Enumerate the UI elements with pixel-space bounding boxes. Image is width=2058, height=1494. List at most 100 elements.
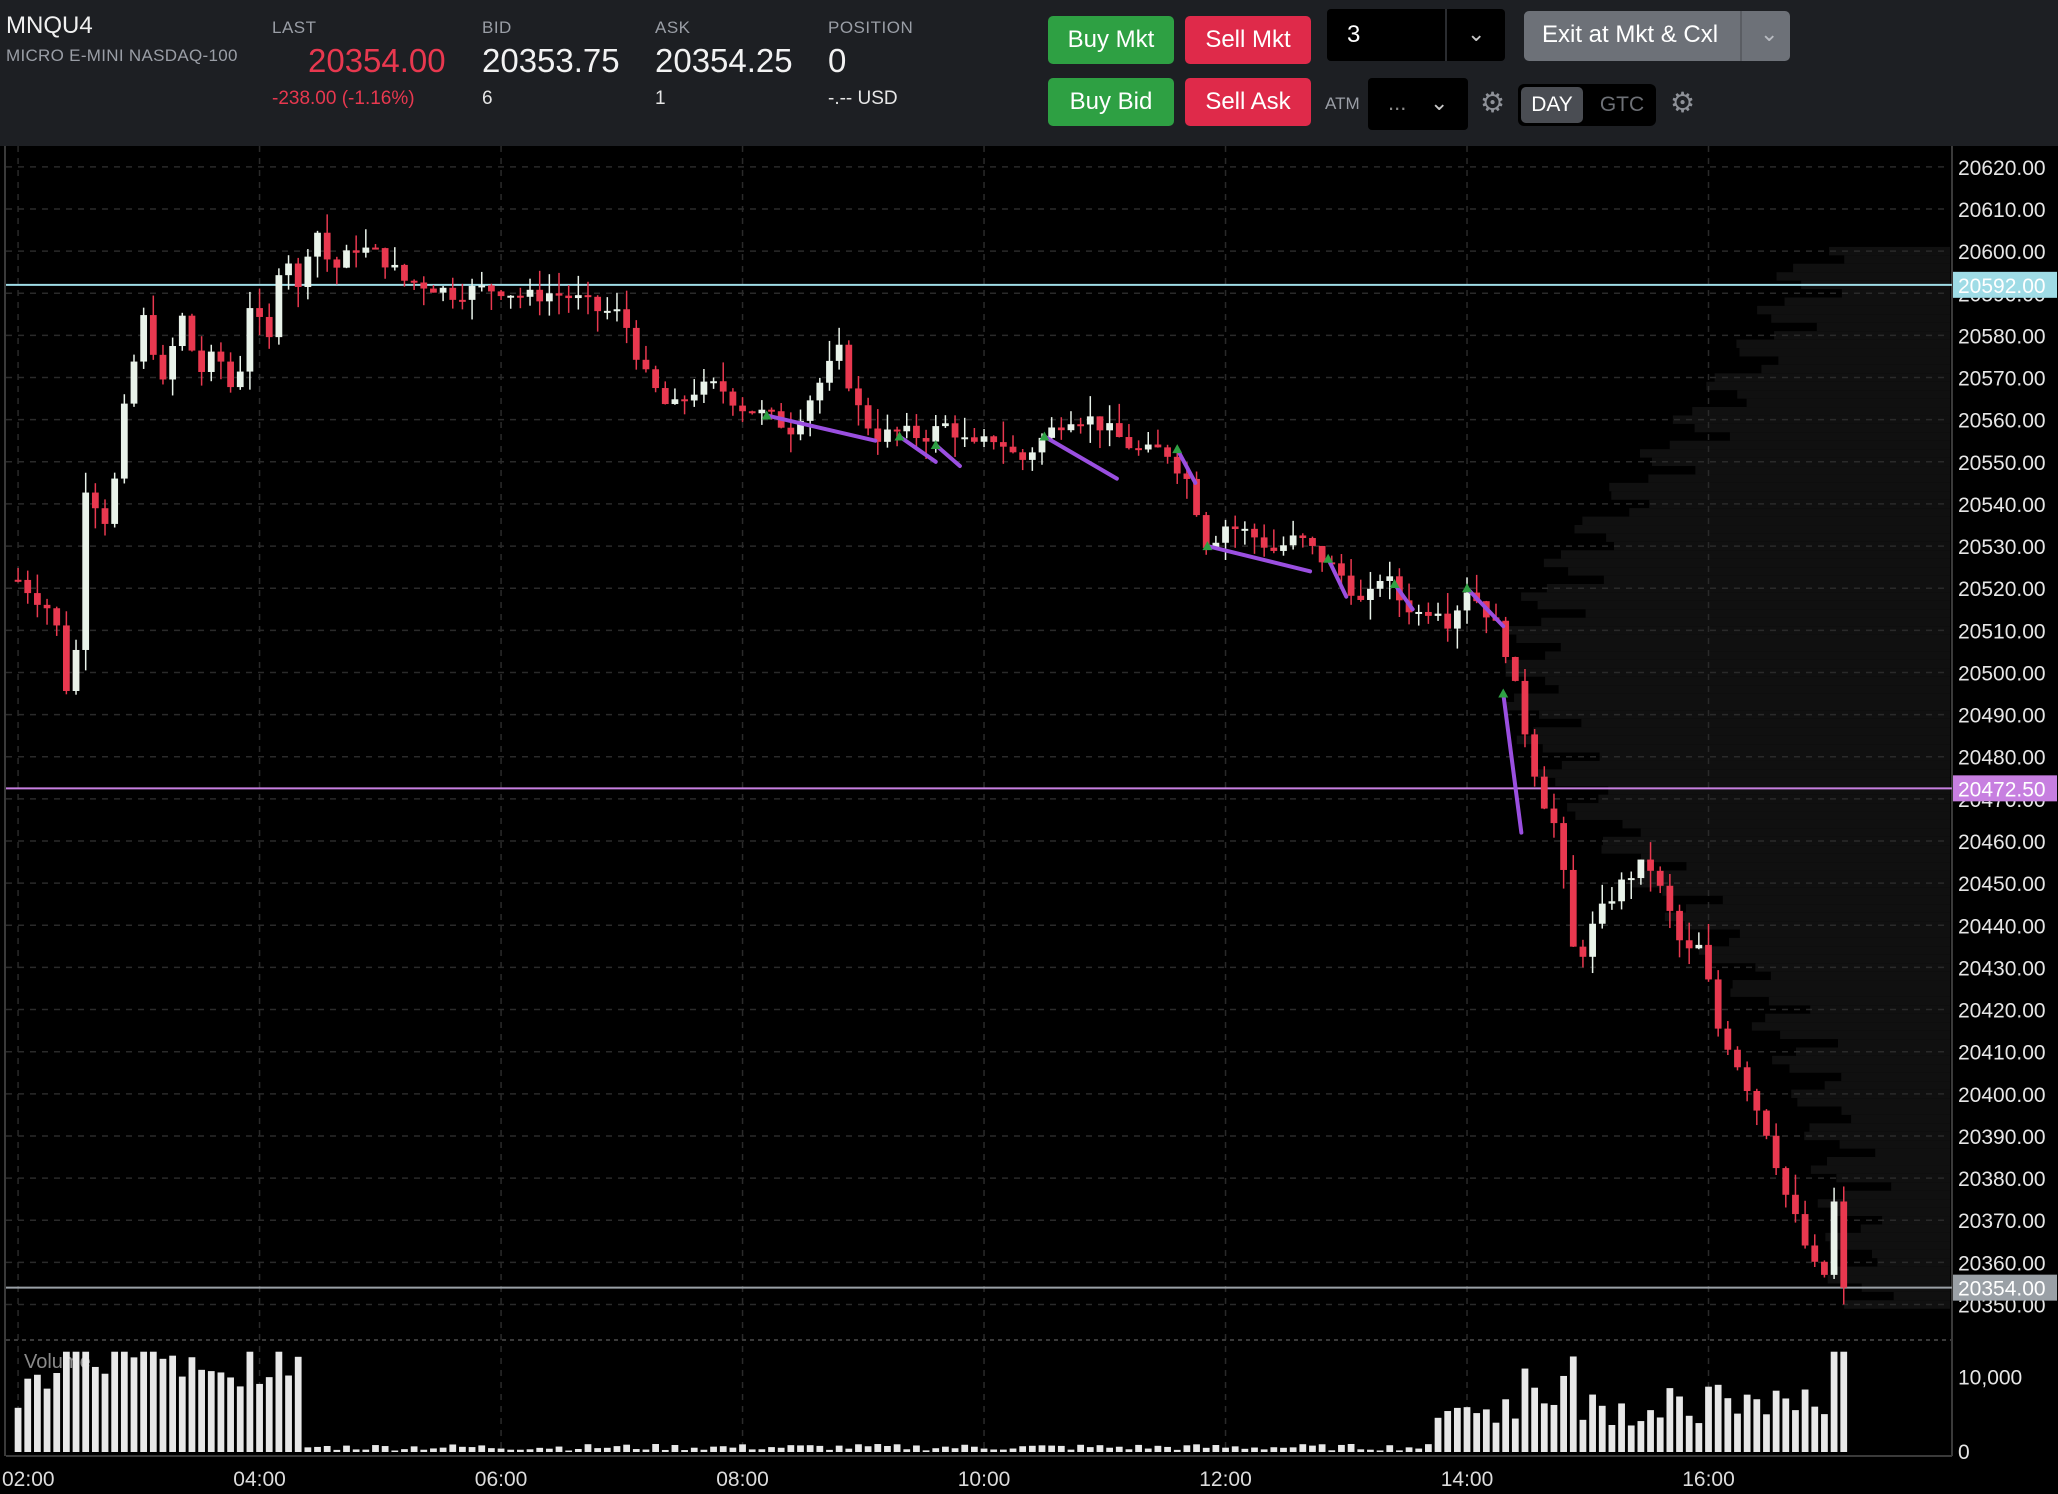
chevron-down-icon[interactable]: ⌄ — [1430, 90, 1449, 115]
volume-bar — [922, 1450, 930, 1452]
volume-bar — [430, 1448, 437, 1452]
candle-body — [922, 438, 930, 442]
chevron-down-icon[interactable]: ⌄ — [1467, 21, 1486, 46]
sell-ask-button[interactable]: Sell Ask — [1185, 78, 1311, 126]
volume-profile-bar — [1755, 963, 1950, 972]
y-axis-tick-label: 20360.00 — [1958, 1252, 2046, 1275]
volume-bar — [1424, 1444, 1432, 1452]
y-axis-tick-label: 20500.00 — [1958, 662, 2046, 685]
volume-bar — [488, 1448, 495, 1452]
candle-body — [1840, 1201, 1848, 1288]
volume-axis-label: 10,000 — [1958, 1367, 2022, 1390]
candle-body — [1009, 446, 1017, 453]
volume-bar — [1318, 1444, 1326, 1452]
volume-bar — [884, 1445, 891, 1452]
exit-divider — [1740, 11, 1742, 61]
candle-body — [1077, 424, 1085, 427]
volume-bar — [1280, 1447, 1287, 1452]
candle-body — [816, 382, 824, 401]
atm-value[interactable]: ... — [1388, 90, 1407, 115]
volume-profile-bar — [1574, 525, 1950, 534]
x-axis-tick-label: 16:00 — [1682, 1468, 1735, 1491]
ask-price: 20354.25 — [655, 42, 793, 79]
volume-profile-bar — [1768, 996, 1950, 1006]
y-axis-tick-label: 20510.00 — [1958, 620, 2046, 643]
tif-gtc-option[interactable]: GTC — [1599, 93, 1645, 116]
atm-select[interactable]: ... ⌄ — [1368, 78, 1468, 130]
volume-bar — [217, 1372, 225, 1452]
candle-body — [603, 310, 611, 313]
x-axis-tick-label: 04:00 — [233, 1468, 286, 1491]
volume-bar — [671, 1444, 679, 1452]
volume-bar — [401, 1449, 408, 1452]
buy-market-button[interactable]: Buy Mkt — [1048, 16, 1174, 64]
candle-body — [806, 400, 814, 421]
volume-bar — [439, 1447, 447, 1452]
volume-bar — [748, 1449, 756, 1452]
volume-bar — [188, 1357, 196, 1452]
volume-bar — [893, 1444, 901, 1452]
buy-bid-button[interactable]: Buy Bid — [1048, 78, 1174, 126]
volume-bar — [690, 1447, 698, 1452]
volume-bar — [1086, 1447, 1094, 1452]
chevron-down-icon[interactable]: ⌄ — [1760, 21, 1779, 46]
quantity-value[interactable]: 3 — [1347, 21, 1361, 48]
candle-body — [1415, 611, 1423, 614]
quantity-input[interactable]: 3 ⌄ — [1327, 9, 1505, 61]
volume-bar — [826, 1449, 833, 1452]
volume-bar — [1695, 1423, 1703, 1452]
gear-icon[interactable]: ⚙ — [1480, 87, 1506, 118]
volume-profile-bar — [1837, 1039, 1950, 1048]
volume-profile-bar — [1613, 541, 1950, 551]
x-axis-tick-label: 10:00 — [958, 1468, 1011, 1491]
volume-bar — [961, 1444, 969, 1452]
signal-marker — [1172, 444, 1183, 454]
sell-market-button[interactable]: Sell Mkt — [1185, 16, 1311, 64]
price-chart[interactable]: 02:00 04:00 06:00 08:00 10:00 12:00 14:00 16:00… — [0, 146, 2058, 1494]
volume-bar — [24, 1378, 32, 1452]
volume-bar — [932, 1448, 940, 1452]
volume-profile-bar — [1669, 440, 1950, 450]
time-in-force-toggle[interactable]: DAY GTC — [1518, 84, 1656, 126]
volume-bar — [207, 1371, 215, 1452]
volume-bar — [1550, 1404, 1558, 1452]
volume-profile-bar — [1825, 1232, 1950, 1242]
candle-body — [565, 295, 573, 299]
symbol[interactable]: MNQU4 — [6, 12, 93, 39]
volume-bar — [1106, 1447, 1113, 1452]
volume-bar — [1415, 1448, 1423, 1452]
exit-label[interactable]: Exit at Mkt & Cxl — [1542, 21, 1719, 48]
volume-profile-bar — [1629, 508, 1950, 517]
candle-body — [951, 423, 959, 438]
volume-profile-bar — [1841, 1072, 1950, 1082]
trend-segment — [1175, 447, 1198, 485]
volume-bar — [681, 1450, 688, 1452]
volume-profile-bar — [1732, 980, 1950, 989]
y-axis-tick-label: 20540.00 — [1958, 494, 2046, 517]
volume-profile-bar — [1771, 314, 1950, 323]
candle-body — [1550, 808, 1558, 824]
volume-bar — [1019, 1446, 1027, 1452]
candle-body — [942, 423, 949, 427]
volume-bar — [1579, 1419, 1587, 1452]
position-label: POSITION — [828, 18, 914, 37]
candle-body — [62, 625, 70, 691]
volume-bar — [574, 1448, 582, 1452]
tif-day-option[interactable]: DAY — [1521, 87, 1583, 123]
volume-bar — [545, 1448, 553, 1452]
volume-bar — [333, 1449, 341, 1452]
candle-body — [1280, 545, 1287, 551]
gear-icon[interactable]: ⚙ — [1670, 87, 1696, 118]
exit-at-market-button[interactable]: Exit at Mkt & Cxl ⌄ — [1524, 11, 1790, 61]
candle-body — [1598, 903, 1606, 924]
y-axis-tick-label: 20380.00 — [1958, 1168, 2046, 1191]
volume-bar — [420, 1449, 428, 1452]
volume-bar — [710, 1446, 717, 1452]
volume-bar — [855, 1444, 862, 1452]
volume-bar — [526, 1449, 534, 1452]
volume-bar — [294, 1356, 302, 1452]
x-axis-tick-label: 14:00 — [1441, 1468, 1494, 1491]
volume-bar — [169, 1355, 177, 1452]
candle-body — [1647, 859, 1654, 871]
volume-bar — [1482, 1409, 1490, 1452]
